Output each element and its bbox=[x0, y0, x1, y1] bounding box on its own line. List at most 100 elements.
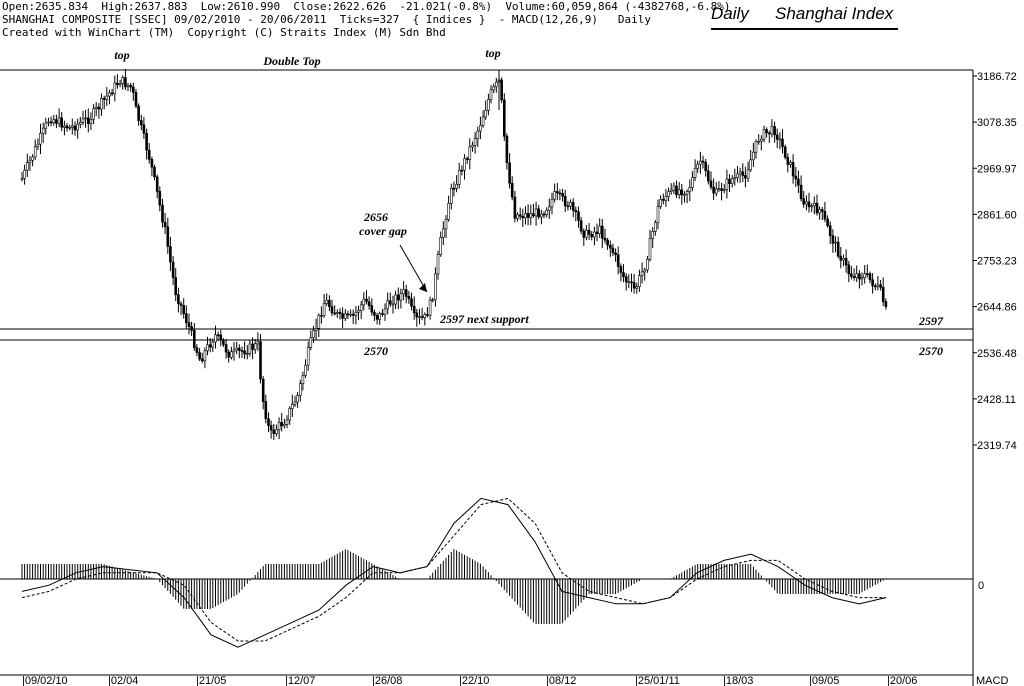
candle-body bbox=[57, 117, 61, 124]
x-tick-label: |25/01/11 bbox=[635, 675, 680, 686]
candle-body bbox=[169, 246, 172, 263]
candle-body bbox=[508, 162, 511, 184]
y-tick-label: 2428.11 bbox=[977, 394, 1016, 406]
candle-body bbox=[794, 175, 798, 180]
candle-body bbox=[161, 204, 164, 223]
candle-body bbox=[269, 425, 273, 431]
y-tick-label: 2319.74 bbox=[977, 440, 1017, 452]
candle-body bbox=[797, 178, 800, 186]
candle-body bbox=[881, 286, 885, 302]
candle-body bbox=[97, 106, 101, 110]
candle-body bbox=[860, 277, 864, 280]
candle-body bbox=[357, 310, 360, 313]
candle-body bbox=[879, 284, 882, 288]
candle-body bbox=[306, 347, 310, 366]
candle-body bbox=[778, 138, 782, 141]
candle-body bbox=[230, 351, 233, 358]
candle-body bbox=[216, 334, 220, 337]
candle-body bbox=[752, 151, 755, 161]
candle-body bbox=[500, 79, 503, 101]
candle-body bbox=[659, 199, 662, 207]
candle-body bbox=[582, 230, 586, 238]
candle-body bbox=[569, 202, 572, 207]
candle-body bbox=[614, 252, 617, 255]
candle-body bbox=[746, 169, 750, 179]
candle-body bbox=[865, 273, 869, 276]
candle-body bbox=[744, 175, 747, 179]
candle-body bbox=[47, 121, 50, 124]
candle-body bbox=[28, 159, 32, 163]
candle-body bbox=[606, 239, 609, 246]
y-tick-label: 3078.35 bbox=[977, 117, 1017, 129]
candle-body bbox=[330, 306, 334, 314]
candle-body bbox=[224, 344, 228, 353]
candle-body bbox=[49, 121, 53, 124]
candle-body bbox=[812, 202, 816, 207]
annotation-next-support: 2597 next support bbox=[439, 312, 529, 326]
candle-body bbox=[789, 162, 792, 165]
candle-body bbox=[648, 238, 652, 260]
candle-body bbox=[118, 83, 122, 86]
candle-body bbox=[502, 99, 506, 137]
candle-body bbox=[39, 133, 42, 145]
candle-body bbox=[346, 313, 350, 316]
candle-body bbox=[208, 344, 212, 348]
candle-body bbox=[595, 231, 599, 235]
candle-body bbox=[179, 303, 183, 306]
candle-body bbox=[730, 178, 734, 184]
candle-body bbox=[494, 81, 498, 88]
candle-body bbox=[52, 119, 56, 123]
candle-body bbox=[622, 272, 625, 278]
candle-body bbox=[627, 281, 631, 284]
macd-zero-label: 0 bbox=[978, 580, 984, 592]
candle-body bbox=[428, 299, 432, 316]
candle-body bbox=[749, 159, 753, 171]
candle-body bbox=[481, 116, 485, 126]
candle-body bbox=[547, 206, 551, 211]
candle-body bbox=[116, 82, 119, 86]
candle-body bbox=[129, 85, 132, 88]
candle-body bbox=[81, 118, 85, 123]
candle-body bbox=[23, 169, 26, 179]
candle-body bbox=[222, 339, 225, 345]
candle-body bbox=[852, 276, 856, 279]
candle-body bbox=[102, 98, 106, 100]
candle-body bbox=[195, 347, 199, 353]
candle-body bbox=[343, 313, 347, 319]
candle-body bbox=[320, 314, 323, 317]
candle-body bbox=[688, 187, 692, 193]
candle-body bbox=[484, 110, 488, 118]
candle-body bbox=[108, 92, 111, 97]
candle-body bbox=[619, 266, 623, 273]
candle-body bbox=[603, 237, 607, 241]
candle-body bbox=[325, 299, 329, 304]
candle-body bbox=[219, 334, 223, 341]
quote-summary: Open:2635.834 High:2637.883 Low:2610.990… bbox=[2, 0, 731, 13]
copyright-line: Created with WinChart (TM) Copyright (C)… bbox=[2, 26, 446, 39]
macd-axis-label: MACD bbox=[976, 675, 1008, 686]
candle-body bbox=[553, 191, 556, 200]
x-tick-label: |12/07 bbox=[285, 675, 315, 686]
x-tick-label: |09/05 bbox=[809, 675, 839, 686]
index-name: Shanghai Index bbox=[775, 4, 894, 23]
candle-body bbox=[256, 341, 260, 345]
candle-body bbox=[775, 134, 779, 140]
candle-body bbox=[444, 219, 448, 230]
candle-body bbox=[683, 193, 686, 196]
candle-body bbox=[783, 146, 787, 158]
price-candles bbox=[20, 68, 888, 440]
candle-body bbox=[699, 160, 702, 165]
candle-body bbox=[720, 188, 723, 192]
candle-body bbox=[518, 214, 522, 217]
period-label: Daily bbox=[711, 4, 749, 23]
candle-body bbox=[661, 199, 665, 201]
candle-body bbox=[185, 313, 188, 323]
candle-body bbox=[693, 168, 697, 178]
candle-body bbox=[248, 343, 252, 354]
candle-body bbox=[200, 358, 204, 362]
candle-body bbox=[714, 188, 718, 194]
candle-body bbox=[121, 77, 124, 84]
candle-body bbox=[765, 129, 768, 134]
candle-body bbox=[171, 261, 175, 278]
candle-body bbox=[646, 258, 649, 271]
